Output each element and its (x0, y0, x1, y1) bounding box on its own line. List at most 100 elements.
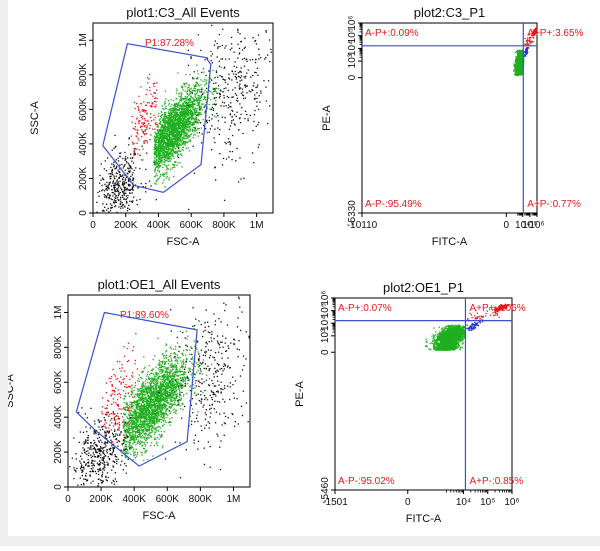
event-point (146, 89, 147, 90)
event-point (260, 91, 261, 92)
event-point (120, 175, 121, 176)
event-point (216, 113, 217, 114)
event-point (162, 167, 163, 168)
event-point (229, 106, 230, 107)
event-point (134, 102, 135, 103)
event-point (116, 184, 117, 185)
event-point (181, 97, 182, 98)
event-point (229, 129, 230, 130)
event-point (223, 95, 224, 96)
event-point (160, 131, 161, 132)
event-point (110, 203, 111, 204)
event-point (177, 105, 178, 106)
event-point (145, 120, 146, 121)
event-point (169, 103, 170, 104)
event-point (170, 169, 171, 170)
event-point (140, 103, 141, 104)
event-point (174, 110, 175, 111)
event-point (209, 132, 210, 133)
event-point (177, 107, 178, 108)
event-point (168, 144, 169, 145)
event-point (184, 101, 185, 102)
event-point (168, 100, 169, 101)
event-point (156, 199, 157, 200)
event-point (166, 151, 167, 152)
event-point (117, 179, 118, 180)
event-point (118, 206, 119, 207)
event-point (222, 45, 223, 46)
event-point (191, 91, 192, 92)
event-point (132, 157, 133, 158)
event-point (155, 163, 156, 164)
event-point (254, 110, 255, 111)
event-point (163, 131, 164, 132)
event-point (232, 135, 233, 136)
event-point (113, 148, 114, 149)
event-point (189, 100, 190, 101)
event-point (118, 185, 119, 186)
event-point (254, 94, 255, 95)
event-point (201, 106, 202, 107)
event-point (200, 97, 201, 98)
event-point (121, 176, 122, 177)
event-point (228, 105, 229, 106)
event-point (145, 169, 146, 170)
event-point (201, 92, 202, 93)
event-point (224, 79, 225, 80)
event-point (225, 82, 226, 83)
event-point (230, 49, 231, 50)
event-point (124, 189, 125, 190)
event-point (177, 162, 178, 163)
event-point (257, 86, 258, 87)
event-point (142, 116, 143, 117)
event-point (204, 80, 205, 81)
event-point (153, 83, 154, 84)
event-point (144, 126, 145, 127)
event-point (193, 104, 194, 105)
event-point (259, 95, 260, 96)
event-point (120, 199, 121, 200)
event-point (160, 166, 161, 167)
event-point (222, 58, 223, 59)
event-point (173, 117, 174, 118)
event-point (104, 196, 105, 197)
event-point (162, 135, 163, 136)
event-point (135, 129, 136, 130)
event-point (258, 58, 259, 59)
event-point (219, 66, 220, 67)
event-point (138, 110, 139, 111)
event-point (234, 114, 235, 115)
event-point (210, 51, 211, 52)
event-point (111, 171, 112, 172)
event-point (165, 123, 166, 124)
event-point (225, 59, 226, 60)
event-point (148, 78, 149, 79)
event-point (184, 110, 185, 111)
event-point (242, 91, 243, 92)
event-point (269, 61, 270, 62)
event-point (124, 152, 125, 153)
event-point (118, 183, 119, 184)
event-point (237, 32, 238, 33)
event-point (171, 108, 172, 109)
event-point (186, 123, 187, 124)
event-point (132, 122, 133, 123)
event-point (264, 59, 265, 60)
event-point (195, 114, 196, 115)
event-point (177, 134, 178, 135)
event-point (200, 84, 201, 85)
event-point (225, 117, 226, 118)
event-point (185, 127, 186, 128)
event-point (228, 107, 229, 108)
event-point (186, 97, 187, 98)
event-point (201, 127, 202, 128)
event-point (254, 114, 255, 115)
event-point (224, 122, 225, 123)
event-point (134, 170, 135, 171)
event-point (96, 212, 97, 213)
event-point (189, 93, 190, 94)
event-point (513, 63, 514, 64)
event-point (180, 93, 181, 94)
event-point (212, 53, 213, 54)
event-point (169, 126, 170, 127)
